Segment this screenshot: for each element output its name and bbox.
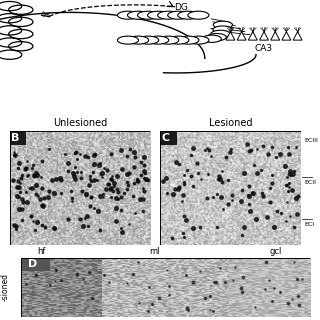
- Polygon shape: [237, 32, 246, 40]
- Bar: [21, 258, 50, 271]
- Circle shape: [127, 11, 148, 19]
- Circle shape: [127, 36, 148, 44]
- Polygon shape: [293, 32, 302, 40]
- Polygon shape: [271, 32, 280, 40]
- Text: gcl: gcl: [269, 247, 282, 256]
- Circle shape: [158, 11, 179, 19]
- Circle shape: [207, 34, 226, 41]
- Text: ECI: ECI: [304, 222, 314, 227]
- Circle shape: [178, 11, 199, 19]
- Circle shape: [138, 11, 159, 19]
- Polygon shape: [226, 32, 235, 40]
- Text: ECIII: ECIII: [304, 138, 318, 143]
- Circle shape: [213, 21, 232, 28]
- Circle shape: [211, 30, 230, 37]
- Polygon shape: [282, 32, 291, 40]
- Text: Unlesioned: Unlesioned: [53, 118, 107, 128]
- Circle shape: [178, 36, 199, 44]
- Text: Lesioned: Lesioned: [209, 118, 252, 128]
- Circle shape: [188, 11, 209, 19]
- Circle shape: [202, 35, 221, 43]
- Text: ml: ml: [149, 247, 159, 256]
- Text: CA3: CA3: [255, 44, 273, 53]
- Text: B: B: [11, 133, 20, 143]
- Circle shape: [168, 36, 189, 44]
- Circle shape: [148, 11, 169, 19]
- Circle shape: [148, 36, 169, 44]
- Circle shape: [168, 11, 189, 19]
- Text: hf: hf: [37, 247, 45, 256]
- Text: ✂: ✂: [42, 10, 51, 20]
- Circle shape: [188, 36, 209, 44]
- Polygon shape: [260, 32, 268, 40]
- Circle shape: [138, 36, 159, 44]
- Circle shape: [117, 36, 139, 44]
- Circle shape: [158, 36, 179, 44]
- Text: D: D: [28, 259, 37, 268]
- Text: C: C: [162, 133, 170, 143]
- Bar: [10, 131, 27, 145]
- Circle shape: [117, 11, 139, 19]
- Polygon shape: [248, 32, 257, 40]
- Text: DG: DG: [174, 3, 188, 12]
- Circle shape: [213, 26, 232, 33]
- Text: ECII: ECII: [304, 180, 316, 185]
- Bar: [160, 131, 177, 145]
- Text: -sioned: -sioned: [0, 273, 9, 301]
